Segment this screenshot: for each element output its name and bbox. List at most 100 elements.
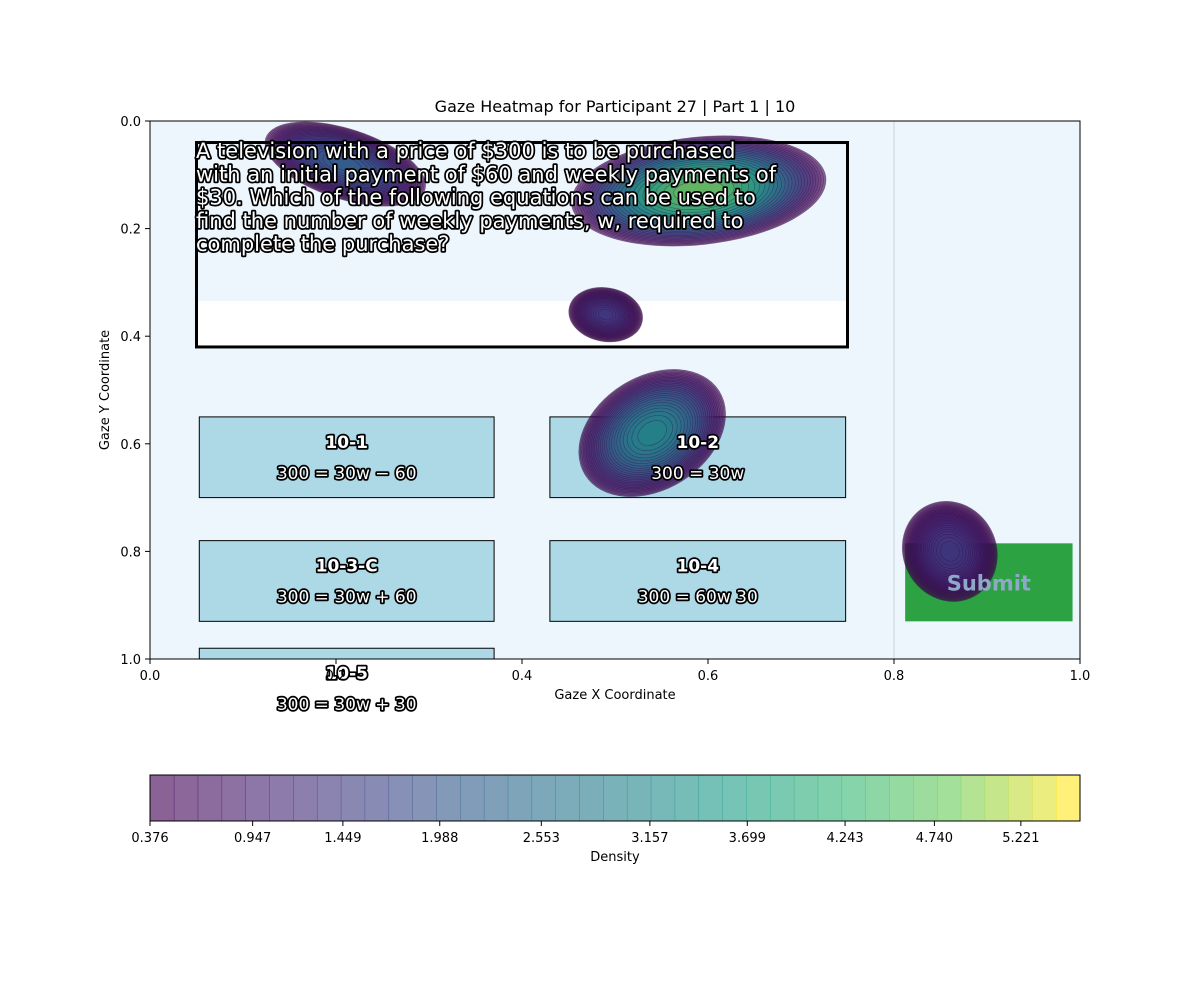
question-text-line: find the number of weekly payments, w, r…	[196, 209, 743, 233]
colorbar-swatch	[698, 775, 723, 821]
density-contour	[595, 146, 802, 236]
colorbar-swatch	[626, 775, 652, 821]
colorbar-swatch	[817, 775, 843, 821]
colorbar-swatch	[531, 775, 556, 821]
colorbar-tick-label: 0.947	[234, 831, 271, 846]
density-contour	[269, 124, 422, 204]
colorbar-swatch	[150, 775, 175, 821]
colorbar-swatch	[793, 775, 819, 821]
y-tick-label: 1.0	[120, 653, 141, 668]
colorbar-swatch	[960, 775, 986, 821]
density-contour	[309, 145, 381, 183]
option-box-10-4[interactable]	[549, 540, 847, 622]
density-contour	[637, 164, 761, 218]
x-tick-label: 0.4	[512, 669, 533, 684]
density-contour	[581, 371, 724, 495]
gaze-cluster-4	[578, 369, 726, 497]
density-contour	[928, 529, 971, 574]
colorbar-swatch	[173, 775, 199, 821]
density-contour	[288, 133, 403, 195]
density-contour	[906, 506, 993, 597]
x-axis: 0.0 0.2 0.4 0.6 0.8 1.0	[140, 659, 1091, 684]
density-contour	[907, 507, 992, 596]
plot-frame	[149, 120, 1081, 660]
density-contour	[599, 387, 705, 479]
density-contour	[912, 511, 988, 592]
density-contour	[604, 391, 701, 475]
density-contour	[573, 136, 824, 246]
density-contour	[592, 305, 619, 325]
density-contour	[582, 372, 722, 494]
density-contour	[587, 376, 717, 490]
option-equation-10-2: 300 = 30w	[651, 464, 744, 484]
density-contour	[598, 386, 707, 481]
option-box-10-5[interactable]	[198, 647, 495, 659]
option-equation-10-3-C: 300 = 30w + 60	[277, 588, 417, 608]
density-contour	[579, 370, 725, 496]
density-contour	[637, 420, 667, 446]
density-contour	[317, 149, 373, 179]
density-contour	[573, 290, 639, 339]
density-contour	[571, 135, 827, 247]
density-contour	[594, 382, 711, 484]
question-area-fill	[196, 301, 848, 347]
density-contour	[590, 303, 621, 326]
density-contour	[642, 166, 755, 216]
density-contour	[303, 141, 388, 187]
y-tick-label: 0.2	[120, 223, 141, 238]
colorbar-swatch	[984, 775, 1010, 821]
density-contour	[911, 510, 989, 593]
density-contour	[920, 520, 980, 583]
colorbar-tick-label: 2.553	[523, 831, 560, 846]
option-box-10-3-C[interactable]	[198, 540, 495, 622]
density-contour	[585, 375, 719, 491]
density-contour	[329, 155, 362, 173]
x-tick-label: 0.2	[326, 669, 347, 684]
density-contour	[578, 138, 819, 244]
density-contour	[271, 124, 420, 204]
colorbar-swatch	[746, 775, 771, 821]
x-tick-label: 1.0	[1070, 669, 1091, 684]
colorbar-swatch	[770, 775, 795, 821]
colorbar-swatch	[1056, 775, 1081, 821]
density-contour	[903, 502, 996, 600]
option-id-10-2: 10-2	[676, 433, 719, 453]
option-box-10-1[interactable]	[198, 416, 495, 499]
density-contour	[933, 534, 967, 569]
chart-title: Gaze Heatmap for Participant 27 | Part 1…	[435, 97, 796, 116]
question-box	[195, 141, 849, 349]
density-contour	[300, 140, 391, 188]
colorbar-swatch	[1008, 775, 1033, 821]
density-contour	[613, 399, 691, 467]
density-contour	[909, 509, 990, 594]
gaze-cluster-5	[901, 500, 998, 602]
density-contour	[576, 137, 822, 245]
colorbar-swatch	[650, 775, 676, 821]
colorbar-frame	[149, 774, 1081, 822]
density-contour	[584, 299, 627, 331]
density-contour	[921, 521, 979, 582]
colorbar-swatch	[865, 775, 890, 821]
density-contour	[901, 500, 998, 602]
colorbar-swatch	[221, 775, 246, 821]
colorbar-swatch	[674, 775, 700, 821]
density-contour	[926, 527, 973, 576]
colorbar-tick-label: 1.988	[421, 831, 458, 846]
density-contour	[915, 515, 984, 588]
density-contour	[623, 158, 774, 224]
colorbar-swatch	[722, 775, 747, 821]
colorbar-tick-label: 4.243	[826, 831, 863, 846]
colorbar-tick-label: 3.157	[631, 831, 668, 846]
density-contour	[924, 525, 975, 578]
colorbar-swatch	[436, 775, 461, 821]
colorbar-swatch	[507, 775, 533, 821]
x-tick-label: 0.6	[698, 669, 719, 684]
density-contour	[615, 154, 782, 228]
density-contour	[648, 169, 749, 213]
density-contour	[569, 288, 642, 342]
density-contour	[918, 518, 982, 585]
density-contour	[602, 389, 703, 477]
x-tick-label: 0.8	[884, 669, 905, 684]
y-tick-label: 0.8	[120, 545, 141, 560]
density-contour	[619, 404, 685, 462]
